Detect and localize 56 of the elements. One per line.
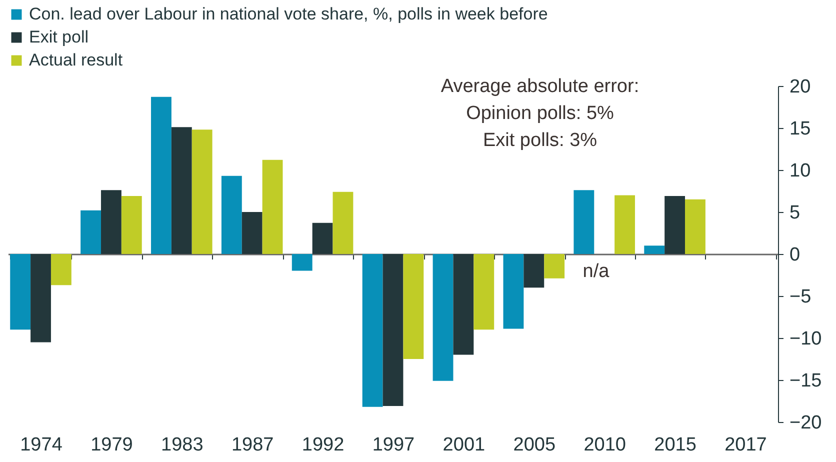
y-tick-label: 15 xyxy=(790,118,811,140)
x-tick-label: 2005 xyxy=(513,434,556,456)
y-tick-label: −15 xyxy=(790,370,822,392)
x-tick-label: 2001 xyxy=(442,434,486,456)
x-tick-label: 2010 xyxy=(584,434,626,456)
y-tick-label: 0 xyxy=(790,244,800,266)
bar xyxy=(121,196,142,254)
x-tick-label: 1979 xyxy=(90,434,133,456)
bar xyxy=(312,222,333,254)
bar xyxy=(80,210,101,254)
annotation: Average absolute error: xyxy=(440,76,640,97)
bar xyxy=(292,254,312,271)
bar xyxy=(474,254,494,330)
x-tick-label: 2017 xyxy=(724,434,767,456)
bar xyxy=(362,254,383,407)
y-tick-label: 5 xyxy=(790,202,800,224)
bar xyxy=(100,190,122,254)
bar xyxy=(403,254,424,359)
bar xyxy=(171,127,192,254)
y-tick-label: −20 xyxy=(790,412,822,434)
bar xyxy=(242,212,262,254)
annotation: n/a xyxy=(582,261,610,282)
x-tick-label: 1987 xyxy=(231,434,274,456)
bar xyxy=(644,246,665,254)
bar xyxy=(614,195,635,254)
bar xyxy=(664,196,686,254)
bar xyxy=(685,199,706,254)
y-tick-label: −5 xyxy=(790,286,812,308)
bar xyxy=(382,254,404,406)
annotation: Exit polls: 3% xyxy=(482,130,598,151)
y-tick-label: 10 xyxy=(790,160,811,182)
bar xyxy=(262,160,283,254)
y-tick-label: 20 xyxy=(790,76,811,98)
x-tick-label: 1992 xyxy=(302,434,344,456)
bar xyxy=(30,254,51,342)
bar xyxy=(544,254,565,278)
bar xyxy=(10,254,31,330)
bar xyxy=(574,190,594,254)
legend-label: Con. lead over Labour in national vote share, %, polls in week before xyxy=(29,4,548,24)
bar xyxy=(503,254,524,329)
bar xyxy=(50,254,72,286)
bar xyxy=(192,130,212,254)
x-tick-label: 1974 xyxy=(20,434,63,456)
bar xyxy=(524,254,544,288)
bar xyxy=(453,254,474,355)
bar xyxy=(332,192,354,254)
x-tick-label: 1983 xyxy=(161,434,204,456)
bar xyxy=(221,176,242,254)
bar xyxy=(432,254,454,381)
legend-label: Actual result xyxy=(29,50,123,70)
bar xyxy=(151,96,172,254)
legend-label: Exit poll xyxy=(29,28,89,46)
x-tick-label: 1997 xyxy=(372,434,415,456)
x-tick-label: 2015 xyxy=(654,434,696,456)
y-tick-label: −10 xyxy=(790,328,822,350)
annotation: Opinion polls: 5% xyxy=(466,103,614,124)
